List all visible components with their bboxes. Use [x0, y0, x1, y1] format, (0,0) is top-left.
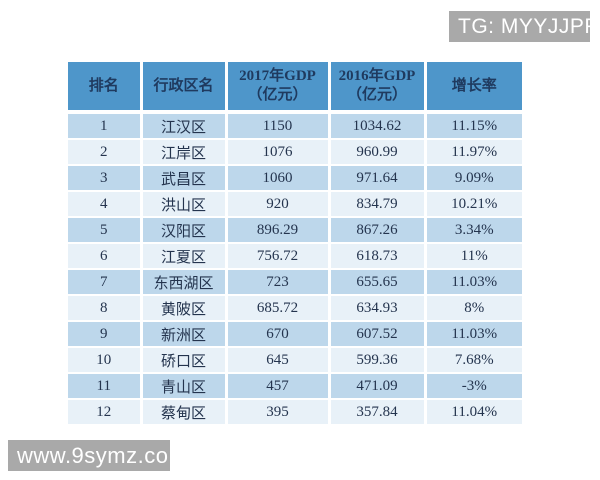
cell-gdp-2017: 723: [226, 269, 331, 296]
cell-growth: 8%: [425, 295, 522, 322]
cell-gdp-2017: 1060: [226, 165, 331, 192]
cell-gdp-2017: 395: [226, 399, 331, 426]
header-gdp-2017-line1: 2017年GDP: [239, 68, 316, 84]
table-row: 11 青山区 457 471.09 -3%: [68, 373, 522, 400]
cell-district: 新洲区: [141, 321, 228, 348]
cell-district: 江汉区: [141, 112, 228, 140]
cell-gdp-2017: 1076: [226, 139, 331, 166]
table-row: 9 新洲区 670 607.52 11.03%: [68, 321, 522, 348]
gdp-ranking-table: 排名 行政区名 2017年GDP （亿元） 2016年GDP （亿元） 增长率 …: [68, 62, 522, 426]
cell-district: 硚口区: [141, 347, 228, 374]
cell-gdp-2016: 834.79: [329, 191, 427, 218]
cell-district: 蔡甸区: [141, 399, 228, 426]
cell-rank: 11: [68, 373, 143, 400]
cell-gdp-2016: 634.93: [329, 295, 427, 322]
cell-rank: 12: [68, 399, 143, 426]
header-rank: 排名: [68, 62, 143, 114]
cell-gdp-2016: 618.73: [329, 243, 427, 270]
cell-gdp-2017: 920: [226, 191, 331, 218]
cell-gdp-2016: 471.09: [329, 373, 427, 400]
table-row: 4 洪山区 920 834.79 10.21%: [68, 191, 522, 218]
header-gdp-2016-line1: 2016年GDP: [338, 68, 416, 84]
cell-rank: 7: [68, 269, 143, 296]
cell-growth: 10.21%: [425, 191, 522, 218]
cell-rank: 10: [68, 347, 143, 374]
header-district: 行政区名: [141, 62, 228, 114]
cell-growth: 11.97%: [425, 139, 522, 166]
table-row: 3 武昌区 1060 971.64 9.09%: [68, 165, 522, 192]
cell-gdp-2017: 685.72: [226, 295, 331, 322]
cell-growth: 11.15%: [425, 112, 522, 140]
cell-district: 汉阳区: [141, 217, 228, 244]
cell-growth: 7.68%: [425, 347, 522, 374]
header-gdp-2016-line2: （亿元）: [346, 87, 407, 103]
cell-gdp-2017: 756.72: [226, 243, 331, 270]
cell-gdp-2016: 1034.62: [329, 112, 427, 140]
cell-district: 青山区: [141, 373, 228, 400]
cell-rank: 8: [68, 295, 143, 322]
header-gdp-2017-line2: （亿元）: [247, 87, 308, 103]
table-row: 6 江夏区 756.72 618.73 11%: [68, 243, 522, 270]
cell-gdp-2016: 867.26: [329, 217, 427, 244]
cell-growth: 11.03%: [425, 321, 522, 348]
watermark-top-right: TG: MYYJJPP: [449, 11, 598, 42]
table-row: 5 汉阳区 896.29 867.26 3.34%: [68, 217, 522, 244]
cell-rank: 6: [68, 243, 143, 270]
cell-gdp-2017: 457: [226, 373, 331, 400]
cell-rank: 2: [68, 139, 143, 166]
header-gdp-2017: 2017年GDP （亿元）: [226, 62, 331, 114]
cell-rank: 4: [68, 191, 143, 218]
cell-growth: -3%: [425, 373, 522, 400]
cell-gdp-2016: 971.64: [329, 165, 427, 192]
cell-rank: 9: [68, 321, 143, 348]
cell-gdp-2017: 670: [226, 321, 331, 348]
cell-rank: 5: [68, 217, 143, 244]
cell-rank: 1: [68, 112, 143, 140]
table-row: 8 黄陂区 685.72 634.93 8%: [68, 295, 522, 322]
cell-district: 江岸区: [141, 139, 228, 166]
cell-gdp-2016: 960.99: [329, 139, 427, 166]
cell-gdp-2016: 357.84: [329, 399, 427, 426]
table-row: 1 江汉区 1150 1034.62 11.15%: [68, 112, 522, 140]
cell-district: 武昌区: [141, 165, 228, 192]
table-header-row: 排名 行政区名 2017年GDP （亿元） 2016年GDP （亿元） 增长率: [68, 62, 522, 114]
cell-gdp-2016: 599.36: [329, 347, 427, 374]
cell-gdp-2017: 896.29: [226, 217, 331, 244]
cell-gdp-2016: 607.52: [329, 321, 427, 348]
header-gdp-2016: 2016年GDP （亿元）: [329, 62, 427, 114]
cell-gdp-2017: 1150: [226, 112, 331, 140]
cell-gdp-2016: 655.65: [329, 269, 427, 296]
table-row: 10 硚口区 645 599.36 7.68%: [68, 347, 522, 374]
cell-growth: 11%: [425, 243, 522, 270]
table-row: 12 蔡甸区 395 357.84 11.04%: [68, 399, 522, 426]
cell-district: 东西湖区: [141, 269, 228, 296]
table-row: 2 江岸区 1076 960.99 11.97%: [68, 139, 522, 166]
cell-rank: 3: [68, 165, 143, 192]
header-growth: 增长率: [425, 62, 522, 114]
cell-district: 洪山区: [141, 191, 228, 218]
cell-growth: 11.03%: [425, 269, 522, 296]
cell-district: 江夏区: [141, 243, 228, 270]
table-row: 7 东西湖区 723 655.65 11.03%: [68, 269, 522, 296]
cell-growth: 11.04%: [425, 399, 522, 426]
cell-district: 黄陂区: [141, 295, 228, 322]
cell-growth: 9.09%: [425, 165, 522, 192]
watermark-bottom-left: www.9symz.com: [8, 440, 187, 471]
cell-growth: 3.34%: [425, 217, 522, 244]
cell-gdp-2017: 645: [226, 347, 331, 374]
